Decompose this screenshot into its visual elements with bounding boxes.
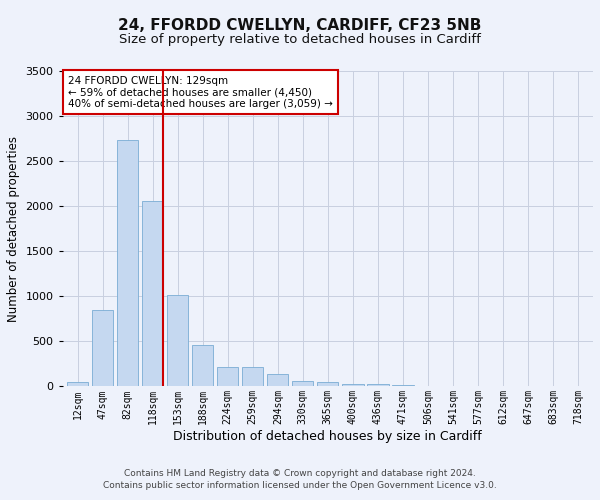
Bar <box>317 382 338 386</box>
Bar <box>242 367 263 386</box>
Bar <box>92 310 113 386</box>
Bar <box>267 374 289 386</box>
Text: 24 FFORDD CWELLYN: 129sqm
← 59% of detached houses are smaller (4,450)
40% of se: 24 FFORDD CWELLYN: 129sqm ← 59% of detac… <box>68 76 333 109</box>
Bar <box>117 140 139 386</box>
Bar <box>142 201 163 386</box>
Text: 24, FFORDD CWELLYN, CARDIFF, CF23 5NB: 24, FFORDD CWELLYN, CARDIFF, CF23 5NB <box>118 18 482 32</box>
Bar <box>192 346 214 387</box>
Bar <box>217 366 238 386</box>
Bar <box>67 382 88 386</box>
X-axis label: Distribution of detached houses by size in Cardiff: Distribution of detached houses by size … <box>173 430 482 443</box>
Bar <box>167 296 188 386</box>
Text: Contains HM Land Registry data © Crown copyright and database right 2024.
Contai: Contains HM Land Registry data © Crown c… <box>103 468 497 490</box>
Y-axis label: Number of detached properties: Number of detached properties <box>7 136 20 322</box>
Bar <box>342 384 364 386</box>
Bar <box>367 384 389 386</box>
Text: Size of property relative to detached houses in Cardiff: Size of property relative to detached ho… <box>119 32 481 46</box>
Bar <box>292 381 313 386</box>
Bar <box>392 385 413 386</box>
